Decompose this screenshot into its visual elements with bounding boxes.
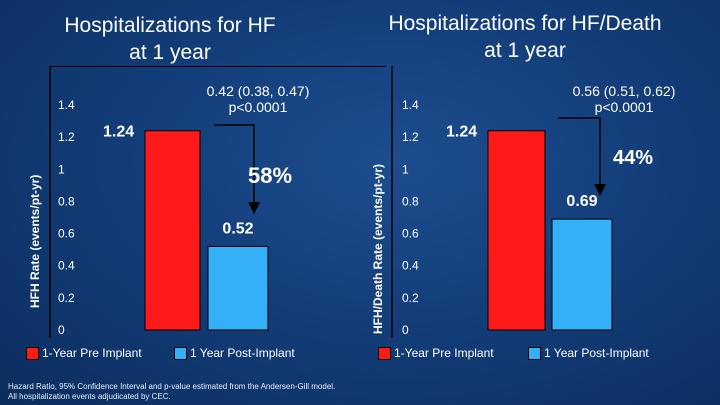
left-y-tick-label: 1.4 xyxy=(58,98,75,112)
left-y-tick-label: 0.6 xyxy=(58,227,75,241)
right-y-tick-label: 0.8 xyxy=(402,194,419,208)
right-y-tick-label: 1 xyxy=(402,162,409,176)
left-bar-value-label: 1.24 xyxy=(103,124,134,141)
right-y-tick-label: 1.2 xyxy=(402,130,419,144)
right-hazard-ratio: 0.56 (0.51, 0.62) xyxy=(573,83,676,99)
left-y-tick-label: 0 xyxy=(58,323,65,337)
right-legend-post: 1 Year Post-Implant xyxy=(528,346,649,360)
footnote: Hazard Ratio, 95% Confidence Interval an… xyxy=(8,382,335,402)
left-hazard-ratio: 0.42 (0.38, 0.47) xyxy=(207,83,310,99)
left-y-tick-label: 1 xyxy=(58,162,65,176)
left-chart-title-line-1: Hospitalizations for HF xyxy=(64,14,276,37)
legend-swatch-post xyxy=(528,346,541,360)
left-title-rule xyxy=(50,66,386,67)
right-bar-value-label: 1.24 xyxy=(446,124,477,141)
left-bar-value-label: 0.52 xyxy=(222,220,253,237)
left-legend-post: 1 Year Post-Implant xyxy=(174,346,295,360)
legend-label-post: 1 Year Post-Implant xyxy=(190,346,295,360)
legend-label-pre: 1-Year Pre Implant xyxy=(42,346,142,360)
right-bar-post-implant xyxy=(551,218,613,331)
right-y-tick-label: 1.4 xyxy=(402,98,419,112)
left-chart-title: Hospitalizations for HF at 1 year xyxy=(20,12,320,66)
legend-swatch-pre xyxy=(378,346,391,360)
right-y-tick-label: 0.2 xyxy=(402,291,419,305)
right-reduction-label: 44% xyxy=(613,147,653,169)
legend-label-pre: 1-Year Pre Implant xyxy=(394,346,494,360)
left-reduction-arrow xyxy=(214,124,260,214)
left-p-value: p<0.0001 xyxy=(229,99,288,115)
left-chart-title-line-2: at 1 year xyxy=(129,41,211,64)
right-y-tick-label: 0.6 xyxy=(402,227,419,241)
right-bar-value-label: 0.69 xyxy=(566,193,597,210)
left-y-tick-label: 0.2 xyxy=(58,291,75,305)
footnote-line-1: Hazard Ratio, 95% Confidence Interval an… xyxy=(8,382,336,391)
legend-swatch-post xyxy=(174,346,187,360)
right-chart-title-line-2: at 1 year xyxy=(484,39,566,62)
right-chart-title-line-1: Hospitalizations for HF/Death xyxy=(388,12,662,35)
right-y-tick-label: 0 xyxy=(402,323,409,337)
left-bar-pre-implant xyxy=(144,130,201,331)
right-reduction-arrow xyxy=(558,117,606,196)
right-y-tick-label: 0.4 xyxy=(402,259,419,273)
footnote-line-2: All hospitalization events adjudicated b… xyxy=(8,392,171,401)
left-reduction-label: 58% xyxy=(248,163,292,188)
right-p-value: p<0.0001 xyxy=(595,99,654,115)
left-bar-post-implant xyxy=(207,245,269,331)
right-chart-title: Hospitalizations for HF/Death at 1 year xyxy=(340,10,710,64)
left-y-tick-label: 0.8 xyxy=(58,194,75,208)
legend-swatch-pre xyxy=(26,346,39,360)
left-y-tick-label: 1.2 xyxy=(58,130,75,144)
right-legend-pre: 1-Year Pre Implant xyxy=(378,346,494,360)
right-bar-pre-implant xyxy=(487,130,546,331)
left-y-tick-label: 0.4 xyxy=(58,259,75,273)
left-legend-pre: 1-Year Pre Implant xyxy=(26,346,142,360)
legend-label-post: 1 Year Post-Implant xyxy=(544,346,649,360)
